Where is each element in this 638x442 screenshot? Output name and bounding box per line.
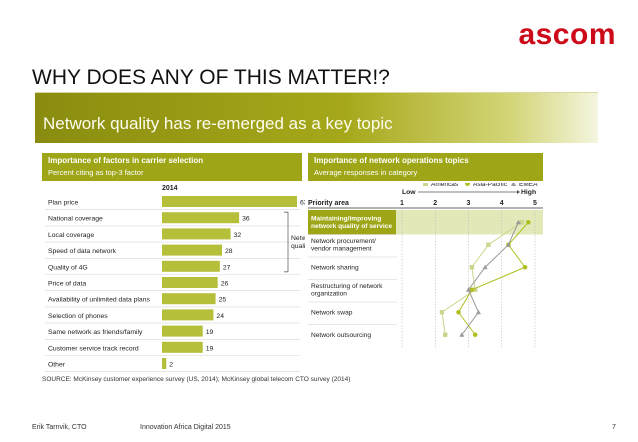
bar — [162, 228, 231, 240]
category-label: Same network as friends/family — [48, 329, 143, 336]
legend-marker — [423, 183, 428, 186]
series-line — [457, 221, 529, 336]
data-point — [482, 264, 488, 270]
data-point — [456, 309, 461, 315]
exhibit-banner: Network quality has re-emerged as a key … — [35, 93, 598, 143]
series-line — [441, 221, 522, 335]
data-point — [475, 309, 481, 315]
data-point — [519, 220, 524, 225]
category-label: Availability of unlimited data plans — [48, 297, 150, 304]
category-label: Plan price — [48, 200, 78, 207]
bar — [162, 293, 216, 305]
data-point — [522, 264, 528, 270]
bar — [162, 196, 297, 207]
value-label: 25 — [219, 297, 227, 304]
year-label: 2014 — [162, 185, 178, 192]
value-label: 19 — [206, 329, 214, 336]
category-label: Network swap — [311, 309, 353, 316]
value-label: 63 — [300, 200, 305, 207]
source-note: SOURCE: McKinsey customer experience sur… — [42, 376, 351, 383]
bar — [162, 212, 240, 224]
data-point — [505, 242, 511, 247]
category-label: Network sharing — [311, 264, 359, 271]
data-point — [469, 265, 475, 270]
value-label: 24 — [216, 313, 224, 320]
exhibit-panel: Network quality has re-emerged as a key … — [35, 92, 598, 401]
bar — [162, 325, 203, 337]
left-chart-subtitle: Percent citing as top-3 factor — [48, 168, 144, 177]
legend-marker — [465, 183, 470, 186]
data-point — [439, 310, 445, 315]
value-label: 19 — [206, 345, 214, 352]
category-label: Speed of data network — [48, 248, 117, 255]
category-label: Selection of phones — [48, 313, 108, 320]
network-quality-bracket — [284, 211, 289, 273]
value-label: 36 — [242, 216, 250, 223]
category-label: Network outsourcing — [311, 332, 371, 339]
data-point — [486, 242, 491, 247]
left-chart-header: Importance of factors in carrier selecti… — [42, 153, 302, 181]
data-point — [459, 332, 465, 337]
data-point — [443, 332, 448, 337]
footer-page-number: 7 — [612, 424, 616, 431]
scale-arrowhead — [517, 190, 520, 194]
bar — [162, 358, 167, 369]
data-point — [472, 332, 478, 338]
value-label: 2 — [169, 362, 173, 369]
bar — [162, 309, 214, 321]
category-label: National coverage — [48, 216, 103, 223]
footer-author: Erik Tarnvik, CTO — [32, 424, 87, 431]
legend-marker — [511, 183, 516, 186]
data-point — [472, 287, 478, 292]
value-label: 32 — [234, 232, 242, 239]
value-label: 27 — [223, 264, 231, 271]
ascom-logo: ascom — [518, 18, 616, 51]
value-label: 26 — [221, 281, 229, 288]
category-label: network quality of service — [311, 223, 392, 230]
category-label: Price of data — [48, 281, 86, 288]
bar — [162, 244, 222, 256]
value-label: 28 — [225, 248, 233, 255]
bar — [162, 277, 218, 288]
data-point — [515, 219, 521, 225]
bracket-label: Network — [291, 235, 305, 242]
bar — [162, 341, 203, 353]
legend-label: EMEA — [519, 183, 538, 188]
left-chart-title: Importance of factors in carrier selecti… — [48, 156, 204, 165]
carrier-selection-bar-chart: 2014 Plan price 63 National coverage 36 Local… — [45, 185, 305, 372]
legend-label: Asia-Pacific — [473, 183, 508, 188]
scale-low-label: Low — [402, 189, 416, 196]
category-label: Quality of 4G — [48, 264, 88, 271]
category-label: Customer service track record — [48, 345, 139, 352]
right-chart-header: Importance of network operations topics … — [308, 153, 543, 181]
legend-label: Americas — [431, 183, 459, 188]
series-line — [461, 222, 519, 336]
data-point — [526, 219, 531, 225]
category-label: Other — [48, 362, 66, 369]
tick-label: 5 — [533, 200, 537, 207]
category-label: vendor management — [311, 245, 372, 252]
category-label: Maintaining/improving — [311, 216, 381, 223]
bracket-label: quality — [291, 243, 305, 250]
category-label: Restructuring of network — [311, 283, 383, 290]
tick-label: 1 — [400, 200, 404, 207]
tick-label: 2 — [433, 200, 437, 207]
axis-title: Priority area — [308, 200, 349, 207]
highlight-label-bg — [308, 210, 396, 235]
data-point — [466, 287, 471, 292]
footer-event: Innovation Africa Digital 2015 — [140, 424, 231, 431]
exhibit-banner-title: Network quality has re-emerged as a key … — [43, 114, 393, 133]
right-chart-title: Importance of network operations topics — [314, 156, 469, 165]
right-chart-subtitle: Average responses in category — [314, 168, 418, 177]
bar — [162, 260, 220, 272]
category-label: Local coverage — [48, 232, 94, 239]
slide-title: WHY DOES ANY OF THIS MATTER!? — [32, 66, 390, 89]
scale-high-label: High — [521, 189, 536, 196]
network-topics-line-chart: Americas Asia-Pacific EMEA Low High Priority … — [308, 183, 543, 348]
tick-label: 3 — [467, 200, 471, 207]
category-label: Network procurement/ — [311, 238, 376, 245]
category-label: organization — [311, 290, 347, 297]
data-point — [469, 287, 475, 293]
tick-label: 4 — [500, 200, 504, 207]
